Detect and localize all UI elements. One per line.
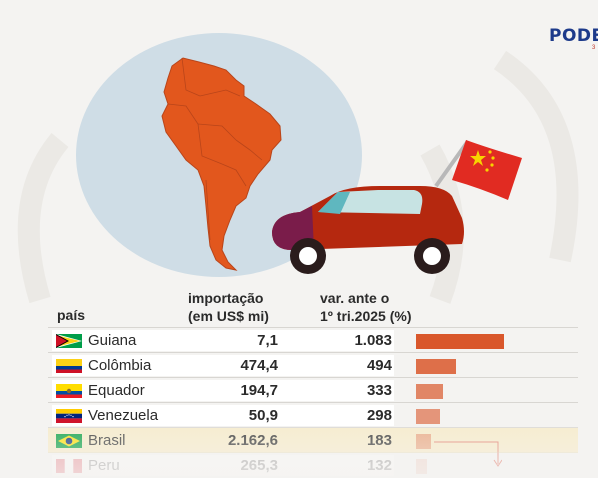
header-import-line1: importação: [188, 290, 264, 306]
country-name: Colômbia: [88, 357, 152, 374]
header-var-line2: 1º tri.2025 (%): [320, 308, 412, 324]
header-import: importação (em US$ mi): [188, 289, 308, 325]
country-name: Guiana: [88, 332, 137, 349]
variation-label: 132: [366, 457, 392, 474]
variation-label: 333: [366, 382, 392, 399]
country-name: Equador: [88, 382, 145, 399]
table-row: Peru 265,3 132: [48, 452, 578, 478]
country-name: Peru: [88, 457, 120, 474]
variation-label: 298: [366, 407, 392, 424]
brand-logo: PODER: [549, 26, 598, 46]
import-value: 194,7: [240, 382, 278, 399]
variation-bar: [416, 459, 427, 474]
variation-bar: [416, 409, 440, 424]
brazil-flag: [56, 434, 82, 448]
colombia-flag: [56, 359, 82, 373]
table-row: Equador 194,7 333: [48, 377, 578, 403]
guyana-flag: [56, 334, 82, 348]
header-var-line1: var. ante o: [320, 290, 390, 306]
variation-label: 494: [366, 357, 392, 374]
import-value: 265,3: [240, 457, 278, 474]
ecuador-flag: [56, 384, 82, 398]
variation-bar: [416, 384, 443, 399]
car-icon: [272, 186, 464, 274]
header-import-line2: (em US$ mi): [188, 308, 269, 324]
table-row-highlighted: Brasil 2.162,6 183: [48, 427, 578, 467]
variation-bar: [416, 434, 431, 449]
header-variation: var. ante o 1º tri.2025 (%): [320, 289, 435, 325]
import-value: 474,4: [240, 357, 278, 374]
import-value: 50,9: [248, 407, 278, 424]
variation-label: 1.083: [354, 332, 392, 349]
header-country: país: [57, 307, 86, 323]
country-name: Brasil: [88, 432, 126, 449]
table-row: Colômbia 474,4 494: [48, 352, 578, 378]
variation-bar: [416, 334, 504, 349]
table-row: Venezuela 50,9 298: [48, 402, 578, 428]
variation-label: 183: [366, 432, 392, 449]
peru-flag: [56, 459, 82, 473]
illustration-scene: [76, 33, 522, 277]
brand-logo-sub: 3: [592, 45, 596, 51]
china-flag-icon: [434, 139, 522, 200]
import-value: 7,1: [257, 332, 278, 349]
table-row: Guiana 7,1 1.083: [48, 327, 578, 353]
country-name: Venezuela: [88, 407, 159, 424]
variation-bar: [416, 359, 456, 374]
venezuela-flag: [56, 409, 82, 423]
import-value: 2.162,6: [227, 432, 278, 449]
